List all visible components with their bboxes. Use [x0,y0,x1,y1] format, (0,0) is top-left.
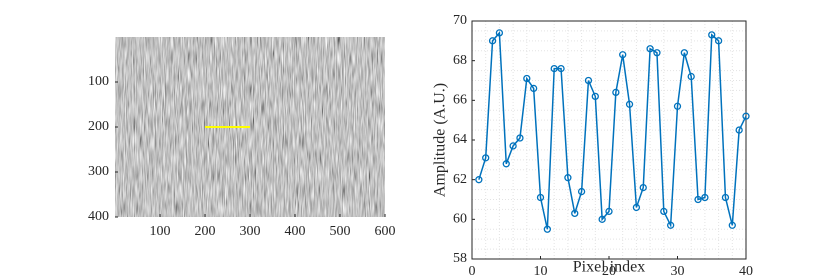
x-tick-label: 10 [534,264,548,277]
data-point [557,64,565,73]
x-tick-label: 30 [671,264,685,277]
x-tick-label: 500 [330,224,351,239]
data-point [571,209,579,218]
data-point [591,92,599,101]
data-point [536,193,545,202]
y-tick-label: 66 [453,93,467,108]
data-point [714,37,723,45]
y-tick-label: 58 [453,251,467,266]
plot-area [472,21,746,259]
y-tick-label: 300 [88,164,109,179]
x-tick-label: 400 [285,224,306,239]
data-point [482,154,490,162]
data-point [701,193,709,202]
data-point [680,49,688,57]
data-point [598,215,606,223]
data-point [687,72,695,81]
x-tick-label: 600 [375,224,396,239]
data-point [523,74,531,83]
data-point [605,207,613,216]
data-point [625,100,634,108]
x-tick-label: 100 [150,224,171,239]
y-tick-label: 400 [88,209,109,224]
data-point [619,51,627,59]
data-point [502,160,510,168]
y-tick-label: 64 [453,132,467,147]
x-tick-label: 300 [240,224,261,239]
data-point [742,112,750,120]
data-point [639,183,647,192]
y-tick-label: 68 [453,53,467,68]
data-point [543,225,551,233]
data-point [516,134,524,142]
data-point [735,126,743,134]
x-axis-label: Pixel index [573,259,645,276]
data-point [488,37,497,45]
data-point [495,29,504,37]
data-point [708,31,716,39]
x-tick-label: 0 [469,264,476,277]
x-tick-label: 40 [739,264,753,277]
data-point [612,88,620,97]
data-point [577,187,586,196]
y-tick-label: 200 [88,119,109,134]
data-point [530,84,538,93]
data-point [475,176,483,184]
data-point [653,49,661,57]
data-point [721,193,730,202]
data-point [646,45,654,53]
data-point [673,102,682,110]
data-point [564,174,572,182]
data-point [584,76,593,85]
data-point [667,221,675,229]
x-tick-label: 200 [195,224,216,239]
y-tick-label: 62 [453,172,467,187]
data-point [728,221,736,229]
y-tick-label: 100 [88,74,109,89]
y-tick-label: 70 [453,13,467,28]
data-point [632,203,641,212]
data-point [550,64,558,73]
data-point [660,207,668,216]
data-point [509,142,517,150]
y-tick-label: 60 [453,212,467,227]
data-point [694,195,702,204]
y-axis-label: Amplitude (A.U.) [432,83,449,197]
x-tick-label: 20 [602,264,616,277]
axes-box [471,20,747,260]
